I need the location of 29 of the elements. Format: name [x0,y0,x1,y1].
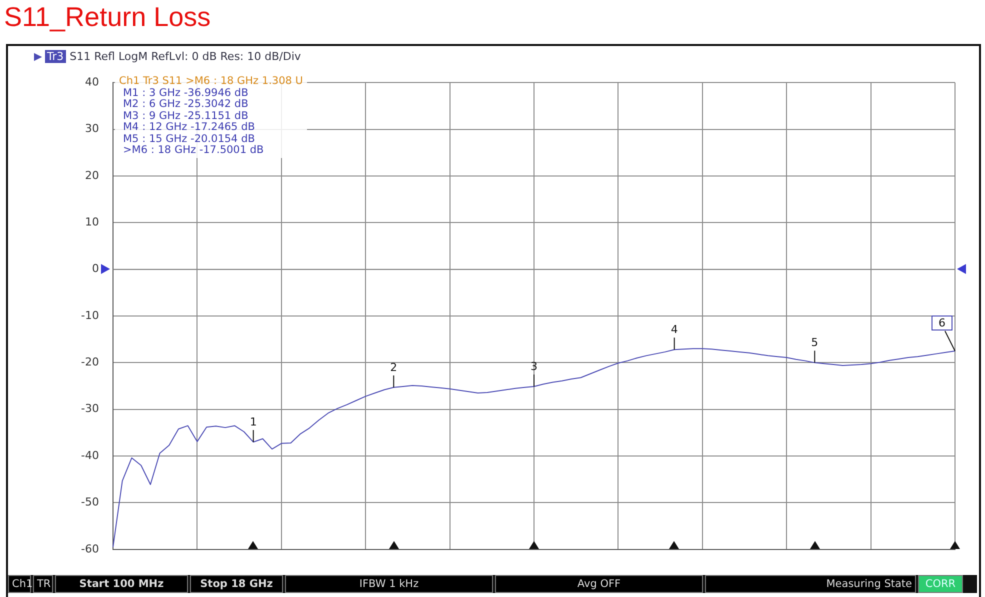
y-tick-label: 20 [85,168,99,182]
annotation: 3 [530,360,538,373]
annotation: 5 [811,336,818,350]
text: IFBW 1 kHz [285,575,493,593]
legend-label: Tr3 [45,50,66,63]
y-tick-label: -20 [81,356,99,369]
text: TR [33,575,53,593]
y-tick-label: 30 [85,122,99,136]
annotation: 2 [390,360,398,374]
text: Ch1 [8,575,33,593]
y-tick-label: -30 [81,402,99,416]
annotation: Ch1 Tr3 S11 >M6 : 18 GHz 1.308 U M1 : 3 GHz -36.9946 dB M2 : 6 GHz -25.3042 dB M3 : 9 GHz -25.1151 dB M4 : 12 GHz -17.2465 dB M5 : 15 GHz -20.0154 dB >M6 : 18 GHz -17.5001 dB [119,75,303,156]
chart-subtitle: S11 Refl LogM RefLvl: 0 dB Res: 10 dB/Div [70,50,301,63]
y-tick-label: -10 [81,308,99,322]
text: Avg OFF [495,575,703,593]
annotation: 6 [938,316,946,330]
annotation: 1 [250,415,257,428]
y-tick-label: -40 [81,448,99,462]
text: CORR [918,575,963,593]
y-tick-label: -60 [81,542,99,556]
y-tick-label: -50 [81,496,99,509]
y-tick-label: 40 [85,75,99,88]
text: Stop 18 GHz [190,575,283,593]
y-tick-label: 10 [85,216,99,228]
y-tick-label: 0 [92,262,99,276]
annotation: 4 [670,322,678,336]
text: Start 100 MHz [55,575,188,593]
text: Measuring State [705,575,916,593]
chart-title: S11_Return Loss [4,2,211,33]
